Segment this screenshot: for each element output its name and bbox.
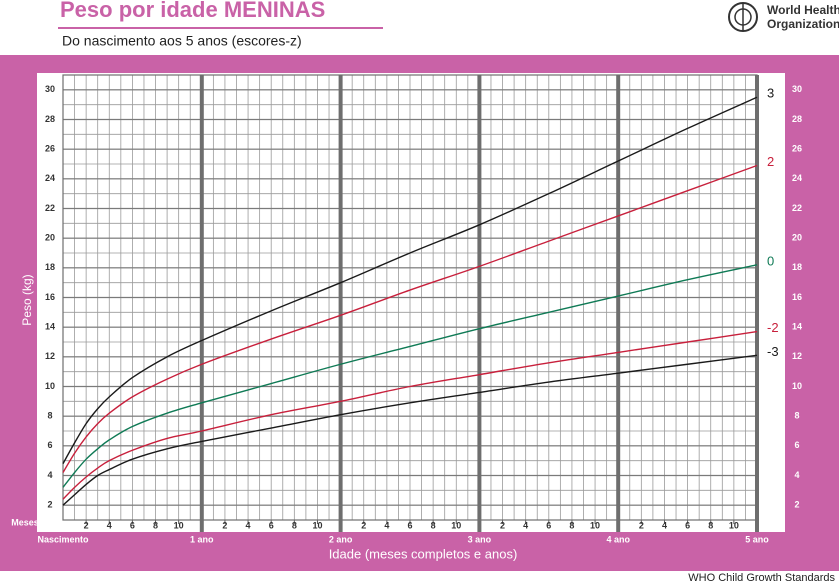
z-score-line	[62, 264, 758, 488]
x-tick-label: 8	[569, 520, 574, 530]
y-tick-label: 18	[45, 262, 55, 272]
footer: WHO Child Growth Standards	[688, 572, 835, 584]
y-tick-label: 8	[47, 411, 52, 421]
y-tick-label: 2	[47, 500, 52, 510]
y-tick-label: 24	[792, 173, 802, 183]
x-tick-label: 10	[590, 520, 600, 530]
x-year-label: 3 ano	[468, 534, 492, 544]
x-tick-label: 10	[312, 520, 322, 530]
x-tick-label: 4	[384, 520, 389, 530]
y-tick-label: 4	[47, 470, 52, 480]
x-tick-label: 8	[153, 520, 158, 530]
y-tick-label: 28	[45, 114, 55, 124]
x-tick-label: 6	[130, 520, 135, 530]
x-year-label: 1 ano	[190, 534, 214, 544]
y-tick-label: 24	[45, 173, 55, 183]
y-tick-label: 6	[794, 440, 799, 450]
x-year-label: Nascimento	[37, 534, 89, 544]
x-tick-label: 4	[246, 520, 251, 530]
x-tick-label: 8	[431, 520, 436, 530]
y-tick-label: 14	[45, 322, 55, 332]
series-label: 0	[767, 253, 774, 268]
y-tick-label: 6	[47, 440, 52, 450]
x-axis-label: Idade (meses completos e anos)	[329, 546, 518, 561]
z-score-line	[62, 96, 758, 464]
x-year-label: 5 ano	[745, 534, 769, 544]
x-tick-label: 4	[662, 520, 667, 530]
z-score-line	[62, 354, 758, 506]
y-tick-label: 14	[792, 322, 802, 332]
y-tick-label: 8	[794, 411, 799, 421]
org-name: Organization	[767, 17, 839, 31]
x-year-label: 2 ano	[329, 534, 353, 544]
chart-subtitle: Do nascimento aos 5 anos (escores-z)	[62, 33, 302, 49]
x-tick-label: 8	[708, 520, 713, 530]
series-label: 2	[767, 154, 774, 169]
x-tick-label: 6	[546, 520, 551, 530]
x-tick-label: 10	[729, 520, 739, 530]
x-tick-label: 6	[407, 520, 412, 530]
y-tick-label: 20	[45, 233, 55, 243]
plot-frame	[62, 74, 758, 521]
x-tick-label: 2	[84, 520, 89, 530]
y-axis-label: Peso (kg)	[20, 274, 34, 325]
x-tick-label: 2	[500, 520, 505, 530]
x-tick-label: 4	[107, 520, 112, 530]
z-score-line	[62, 330, 758, 500]
y-tick-label: 30	[792, 84, 802, 94]
y-tick-label: 2	[794, 500, 799, 510]
x-tick-label: 6	[685, 520, 690, 530]
y-tick-label: 22	[792, 203, 802, 213]
org-name: World Health	[767, 3, 839, 17]
who-logo: World Health Organization	[728, 2, 839, 32]
y-tick-label: 10	[792, 381, 802, 391]
z-score-line	[62, 164, 758, 473]
x-tick-label: 8	[292, 520, 297, 530]
y-tick-label: 20	[792, 233, 802, 243]
x-tick-label: 2	[639, 520, 644, 530]
x-tick-label: 10	[174, 520, 184, 530]
x-tick-label: 2	[222, 520, 227, 530]
y-tick-label: 26	[792, 144, 802, 154]
x-tick-label: 4	[523, 520, 528, 530]
y-tick-label: 26	[45, 144, 55, 154]
series-label: 3	[767, 86, 774, 101]
y-tick-label: 12	[792, 351, 802, 361]
y-tick-label: 30	[45, 84, 55, 94]
y-tick-label: 12	[45, 351, 55, 361]
y-tick-label: 22	[45, 203, 55, 213]
series-label: -3	[767, 344, 779, 359]
plot-panel	[37, 73, 785, 532]
x-tick-label: 6	[269, 520, 274, 530]
series-label: -2	[767, 320, 779, 335]
x-tick-label: 10	[451, 520, 461, 530]
y-tick-label: 28	[792, 114, 802, 124]
x-unit-label: Meses	[11, 517, 39, 527]
y-tick-label: 16	[792, 292, 802, 302]
y-tick-label: 4	[794, 470, 799, 480]
chart-title: Peso por idade MENINAS	[60, 0, 325, 22]
x-tick-label: 2	[361, 520, 366, 530]
y-tick-label: 16	[45, 292, 55, 302]
y-tick-label: 10	[45, 381, 55, 391]
x-year-label: 4 ano	[606, 534, 630, 544]
y-tick-label: 18	[792, 262, 802, 272]
